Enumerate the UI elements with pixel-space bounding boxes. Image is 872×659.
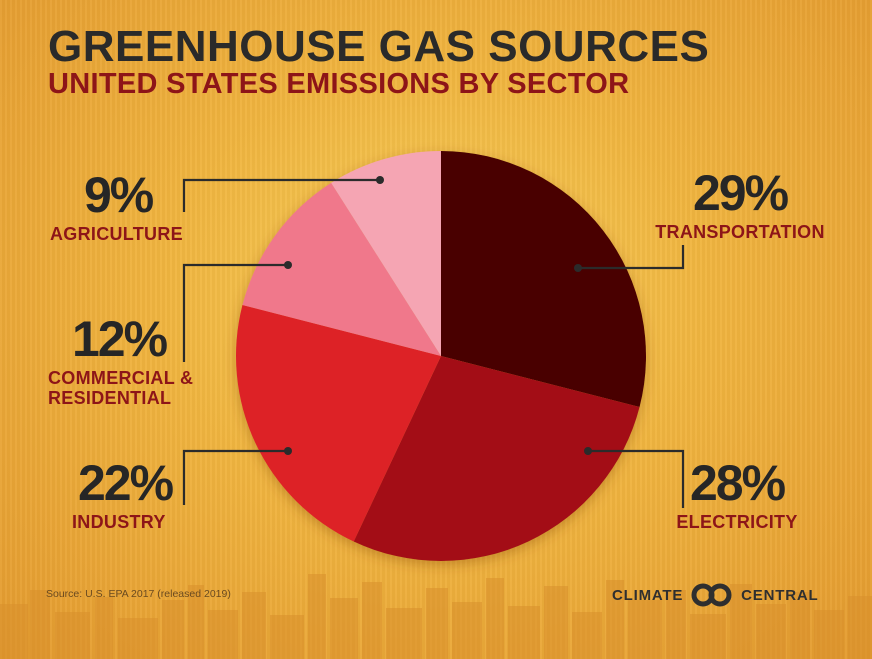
leader-line-electricity: [588, 449, 685, 508]
pie-slice-electricity: [353, 356, 640, 561]
data-label-commercial-percent: 12%: [72, 311, 168, 367]
pie-slice-transportation: [441, 151, 647, 407]
label-transportation: 29% TRANSPORTATION: [640, 168, 840, 242]
data-label-industry-name: INDUSTRY: [72, 512, 166, 532]
leader-dot-industry: [284, 447, 292, 455]
data-label-electricity-percent: 28%: [689, 455, 786, 511]
data-label-commercial-name-line2: RESIDENTIAL: [48, 388, 172, 408]
source-note: Source: U.S. EPA 2017 (released 2019): [46, 588, 231, 600]
logo-word-right: CENTRAL: [741, 586, 819, 604]
label-electricity: 28% ELECTRICITY: [652, 458, 822, 532]
double-ring-icon: [691, 583, 732, 607]
data-label-transportation-percent: 29%: [692, 165, 789, 221]
leader-line-industry: [182, 449, 288, 505]
leader-line-agriculture: [182, 178, 380, 212]
label-agriculture: 9% AGRICULTURE: [50, 167, 183, 244]
leader-dot-commercial: [284, 261, 292, 269]
label-commercial-residential: 12% COMMERCIAL & RESIDENTIAL: [48, 314, 193, 408]
leader-line-commercial: [182, 263, 288, 362]
leader-dot-electricity: [584, 447, 592, 455]
data-label-industry-percent: 22%: [78, 455, 174, 511]
data-label-commercial-name-line1: COMMERCIAL &: [48, 368, 194, 388]
chart-subtitle: UNITED STATES EMISSIONS BY SECTOR: [48, 68, 630, 100]
data-label-agriculture-percent: 9%: [84, 167, 154, 223]
data-label-transportation-name: TRANSPORTATION: [655, 222, 825, 242]
data-label-agriculture-name: AGRICULTURE: [50, 224, 183, 244]
label-industry: 22% INDUSTRY: [72, 455, 174, 532]
pie-slice-agriculture: [331, 151, 441, 356]
logo-word-left: CLIMATE: [612, 586, 684, 604]
pie-slice-industry: [236, 305, 441, 542]
chart-title: GREENHOUSE GAS SOURCES: [48, 22, 710, 71]
data-label-electricity-name: ELECTRICITY: [676, 512, 798, 532]
leader-dot-agriculture: [376, 176, 384, 184]
leader-line-transportation: [578, 245, 685, 270]
climate-central-logo: CLIMATE CENTRAL: [612, 583, 818, 607]
leader-dot-transportation: [574, 264, 582, 272]
pie-slice-commercial-residential: [242, 182, 441, 356]
